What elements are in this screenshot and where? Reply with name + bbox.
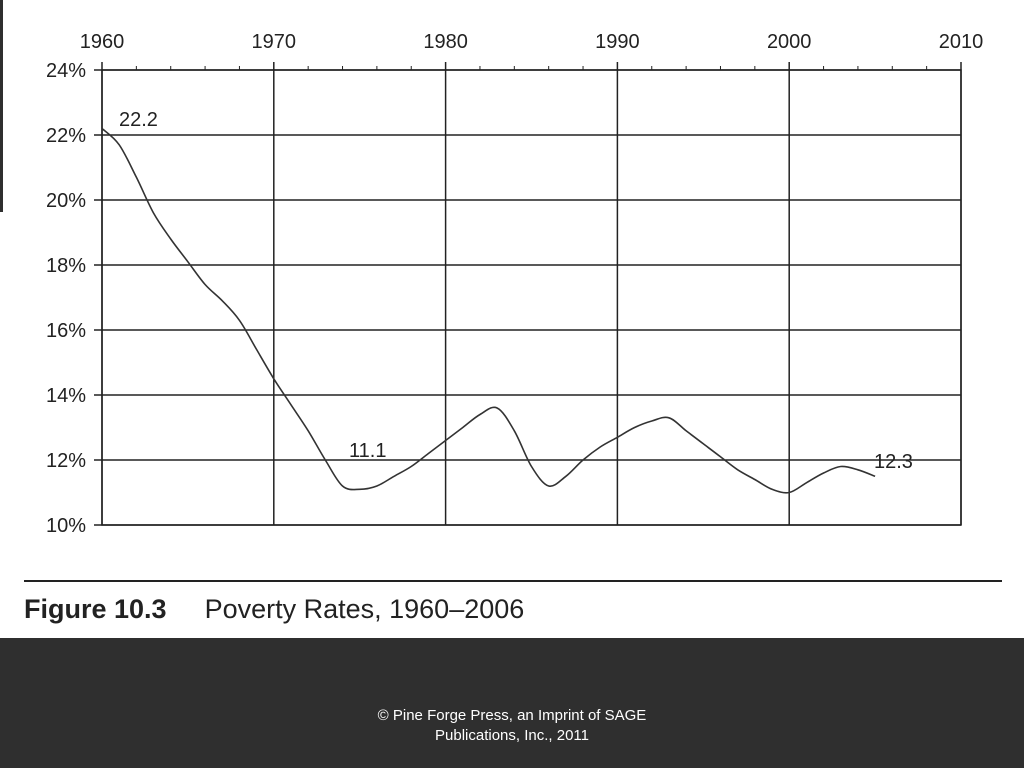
y-tick-label: 12% — [46, 450, 86, 472]
copyright-footer: © Pine Forge Press, an Imprint of SAGE P… — [312, 706, 712, 746]
y-tick-label: 24% — [46, 60, 86, 82]
x-tick-label: 1980 — [423, 31, 468, 53]
figure-title: Poverty Rates, 1960–2006 — [204, 594, 525, 624]
data-annotation: 11.1 — [349, 440, 386, 462]
x-tick-label: 1990 — [595, 31, 640, 53]
y-tick-label: 18% — [46, 255, 86, 277]
copyright-line-2: Publications, Inc., 2011 — [435, 727, 589, 744]
figure-caption: Figure 10.3 Poverty Rates, 1960–2006 — [24, 594, 524, 625]
poverty-rate-chart: 1960 1970 1980 1990 2000 2010 10% 12% 14% 16% 18% 2… — [46, 31, 984, 537]
x-tick-label: 2000 — [767, 31, 812, 53]
plot-frame — [101, 69, 962, 526]
copyright-line-1: © Pine Forge Press, an Imprint of SAGE — [377, 707, 647, 724]
y-tick-label: 10% — [46, 515, 86, 537]
x-tick-label: 1970 — [252, 31, 297, 53]
figure-divider — [24, 580, 1002, 582]
figure-number: Figure 10.3 — [24, 594, 167, 624]
data-annotation: 12.3 — [874, 451, 913, 473]
data-annotation: 22.2 — [119, 109, 158, 131]
y-tick-label: 20% — [46, 190, 86, 212]
slide-content-area — [0, 0, 1024, 638]
y-tick-label: 22% — [46, 125, 86, 147]
y-tick-label: 14% — [46, 385, 86, 407]
slide-edge-strip — [0, 0, 3, 212]
x-tick-label: 1960 — [80, 31, 125, 53]
x-tick-label: 2010 — [939, 31, 984, 53]
y-tick-label: 16% — [46, 320, 86, 342]
poverty-rate-line — [101, 127, 876, 494]
